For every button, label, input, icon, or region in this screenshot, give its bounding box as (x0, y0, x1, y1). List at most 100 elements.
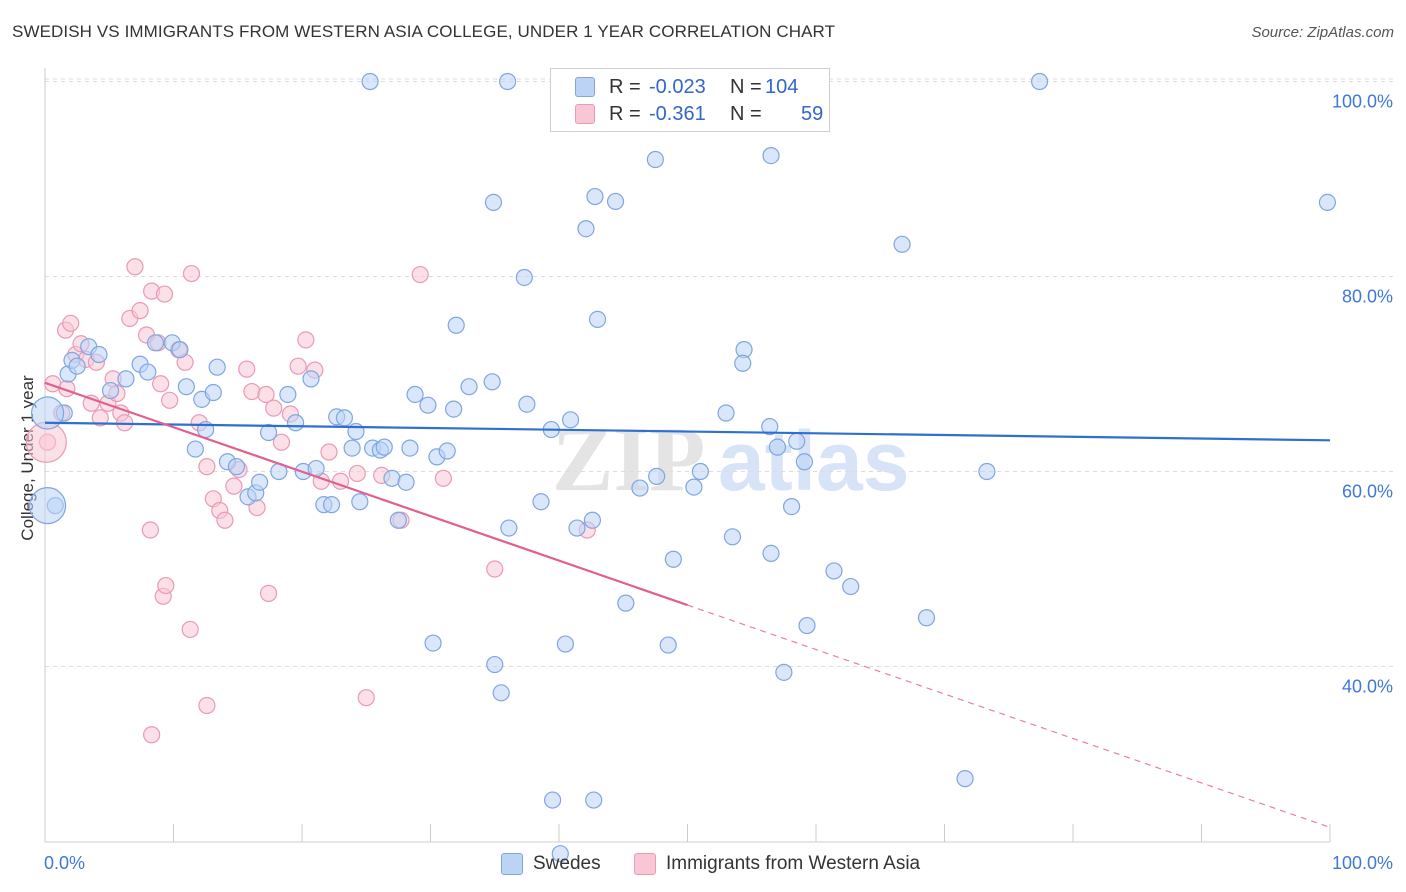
blue-point (768, 438, 787, 456)
blue-point (588, 310, 607, 328)
blue-point (782, 498, 801, 516)
pink-point (131, 302, 149, 320)
blue-point (447, 316, 465, 334)
blue-point (648, 467, 666, 485)
blue-point (177, 378, 195, 396)
blue-point (484, 193, 503, 211)
blue-point (917, 609, 936, 627)
y-tick-label: 40.0% (1342, 677, 1393, 697)
blue-point (617, 594, 635, 612)
blue-point (775, 663, 793, 681)
legend-r-value: -0.023 (649, 76, 706, 98)
blue-point (186, 440, 204, 458)
blue-point (499, 72, 517, 91)
legend-swatch-blue (575, 77, 595, 97)
blue-point (691, 462, 709, 481)
blue-point (532, 493, 550, 511)
pink-point (155, 285, 174, 303)
blue-point (259, 423, 278, 442)
blue-point (956, 770, 974, 788)
blue-point (204, 383, 222, 402)
blue-point (646, 150, 664, 169)
blue-point (146, 334, 165, 352)
blue-point (383, 469, 401, 487)
blue-point (322, 496, 341, 514)
legend-r-label: R = (609, 76, 641, 98)
pink-point (265, 399, 283, 417)
pink-point (198, 696, 216, 715)
pink-point (157, 576, 175, 595)
blue-points (28, 72, 1337, 863)
blue-point (795, 453, 814, 471)
blue-point (117, 370, 135, 388)
bottom-legend-label: Swedes (533, 853, 601, 874)
blue-point (551, 845, 569, 863)
blue-point (568, 519, 586, 537)
blue-point (139, 363, 157, 381)
pink-point (357, 689, 375, 707)
blue-point (734, 354, 752, 372)
blue-point (788, 432, 806, 450)
watermark: ZIP atlas (552, 408, 909, 510)
legend-swatch-pink (575, 104, 595, 124)
blue-point (664, 550, 682, 568)
legend-n-label: N = (730, 103, 762, 125)
blue-point (518, 395, 536, 413)
pink-point (62, 314, 80, 332)
pink-point (141, 521, 159, 539)
blue-point (893, 235, 911, 253)
blue-point (585, 791, 603, 809)
blue-point (343, 439, 361, 457)
blue-point (492, 684, 510, 702)
blue-point (1030, 72, 1049, 91)
blue-point (101, 381, 120, 400)
blue-point (375, 438, 393, 456)
pink-point (152, 375, 170, 393)
blue-point (659, 636, 677, 654)
pink-point (259, 584, 278, 602)
blue-point (606, 192, 625, 211)
pink-point (486, 560, 504, 578)
tick-labels: 100.0% 80.0% 60.0% 40.0% 0.0% 100.0% (44, 92, 1393, 874)
legend-n-value: 59 (801, 103, 824, 125)
blue-point (250, 473, 269, 491)
blue-point (389, 511, 407, 529)
blue-point (762, 147, 780, 165)
blue-point (543, 791, 562, 809)
source-label: Source: ZipAtlas.com (1251, 24, 1394, 41)
blue-point (171, 341, 189, 359)
blue-point (438, 442, 456, 460)
blue-point (208, 358, 226, 376)
bottom-legend-swatch-pink (634, 853, 656, 875)
blue-point (685, 478, 703, 496)
blue-point (1318, 193, 1337, 211)
y-tick-label: 100.0% (1332, 92, 1393, 112)
pink-point (243, 382, 261, 401)
blue-point (302, 370, 320, 388)
legend-n-label: N = (730, 76, 762, 98)
blue-point (762, 544, 780, 563)
x-tick-label: 0.0% (44, 853, 85, 873)
y-tick-label: 60.0% (1342, 482, 1393, 502)
blue-point (486, 655, 504, 674)
pink-point (411, 265, 429, 284)
pink-point (238, 360, 256, 378)
pink-point (434, 469, 452, 487)
blue-point (586, 187, 604, 206)
blue-point (577, 220, 595, 238)
blue-point (798, 616, 816, 635)
legend-n-value: 104 (765, 76, 799, 98)
blue-point (631, 479, 649, 497)
blue-point (406, 385, 424, 404)
blue-point (68, 357, 86, 375)
blue-point (515, 268, 533, 287)
pink-point (182, 264, 201, 283)
pink-point (348, 464, 366, 483)
watermark-atlas: atlas (718, 414, 909, 508)
pink-point (126, 258, 144, 276)
pink-point (161, 391, 179, 409)
pink-point (216, 511, 234, 529)
blue-point (500, 519, 518, 537)
bottom-legend-label: Immigrants from Western Asia (666, 853, 921, 874)
blue-point (583, 511, 602, 529)
